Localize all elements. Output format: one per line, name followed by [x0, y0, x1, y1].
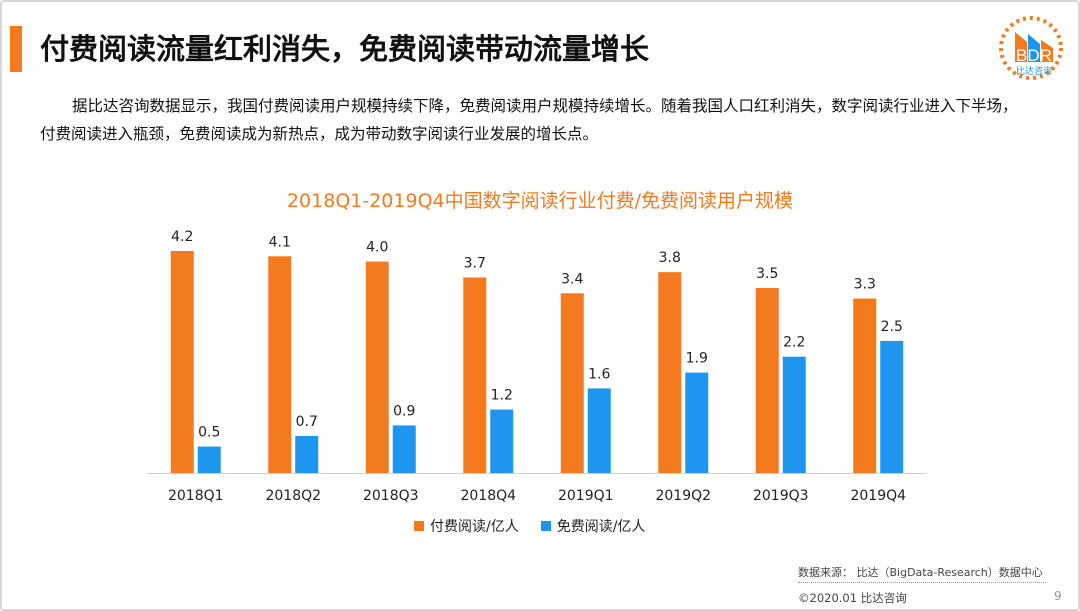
bar-free: [880, 340, 904, 473]
bar-free: [197, 446, 221, 473]
data-label: 4.0: [366, 240, 388, 256]
bar-free: [490, 409, 514, 473]
data-label: 2.5: [881, 319, 903, 335]
page-title: 付费阅读流量红利消失，免费阅读带动流量增长: [40, 32, 650, 66]
bar-paid: [755, 288, 779, 473]
page-number: 9: [1054, 589, 1062, 603]
bar-free: [782, 356, 806, 473]
bar-paid: [170, 251, 194, 473]
data-label: 3.4: [561, 271, 583, 287]
x-tick-label: 2019Q1: [558, 488, 614, 504]
data-label: 1.6: [588, 366, 610, 382]
data-label: 3.8: [659, 250, 681, 266]
logo-subtext: 比达咨询: [1016, 65, 1052, 77]
summary-paragraph: 据比达咨询数据显示，我国付费阅读用户规模持续下降，免费阅读用户规模持续增长。随着…: [40, 97, 1018, 143]
copyright: ©2020.01 比达咨询: [798, 591, 907, 605]
bar-free: [685, 372, 709, 473]
bar-paid: [463, 277, 487, 473]
data-label: 0.7: [296, 414, 318, 430]
x-tick-label: 2018Q4: [460, 488, 516, 504]
data-source: 数据来源： 比达（BigData-Research）数据中心: [798, 566, 1043, 579]
x-tick-label: 2019Q3: [753, 488, 809, 504]
bar-free: [587, 388, 611, 473]
bar-paid: [268, 256, 292, 473]
bar-free: [295, 436, 319, 473]
data-label: 0.5: [198, 425, 220, 441]
legend-item-free: 免费阅读/亿人: [540, 516, 645, 536]
chart-legend: 付费阅读/亿人 免费阅读/亿人: [414, 516, 645, 536]
bar-paid: [853, 298, 877, 473]
chart-title: 2018Q1-2019Q4中国数字阅读行业付费/免费阅读用户规模: [286, 190, 794, 212]
data-label: 1.9: [686, 351, 708, 367]
bar-paid: [560, 293, 584, 473]
data-label: 3.5: [756, 266, 778, 282]
title-accent-bar: [10, 26, 22, 72]
data-label: 1.2: [491, 388, 513, 404]
x-tick-label: 2018Q2: [265, 488, 321, 504]
data-label: 2.2: [783, 335, 805, 351]
data-label: 4.1: [269, 234, 291, 250]
data-label: 0.9: [393, 403, 415, 419]
x-tick-label: 2018Q3: [363, 488, 419, 504]
data-label: 3.3: [854, 277, 876, 293]
footer-divider: [798, 582, 1046, 583]
logo-text: BDR: [1016, 46, 1052, 65]
x-tick-label: 2018Q1: [168, 488, 224, 504]
data-label: 3.7: [464, 255, 486, 271]
bdr-logo: BDR 比达咨询: [999, 16, 1063, 80]
data-label: 4.2: [171, 229, 193, 245]
bar-paid: [658, 272, 682, 473]
x-tick-label: 2019Q2: [655, 488, 711, 504]
x-tick-label: 2019Q4: [850, 488, 906, 504]
legend-item-paid: 付费阅读/亿人: [414, 516, 519, 536]
bar-free: [392, 425, 416, 473]
bar-paid: [365, 261, 389, 473]
